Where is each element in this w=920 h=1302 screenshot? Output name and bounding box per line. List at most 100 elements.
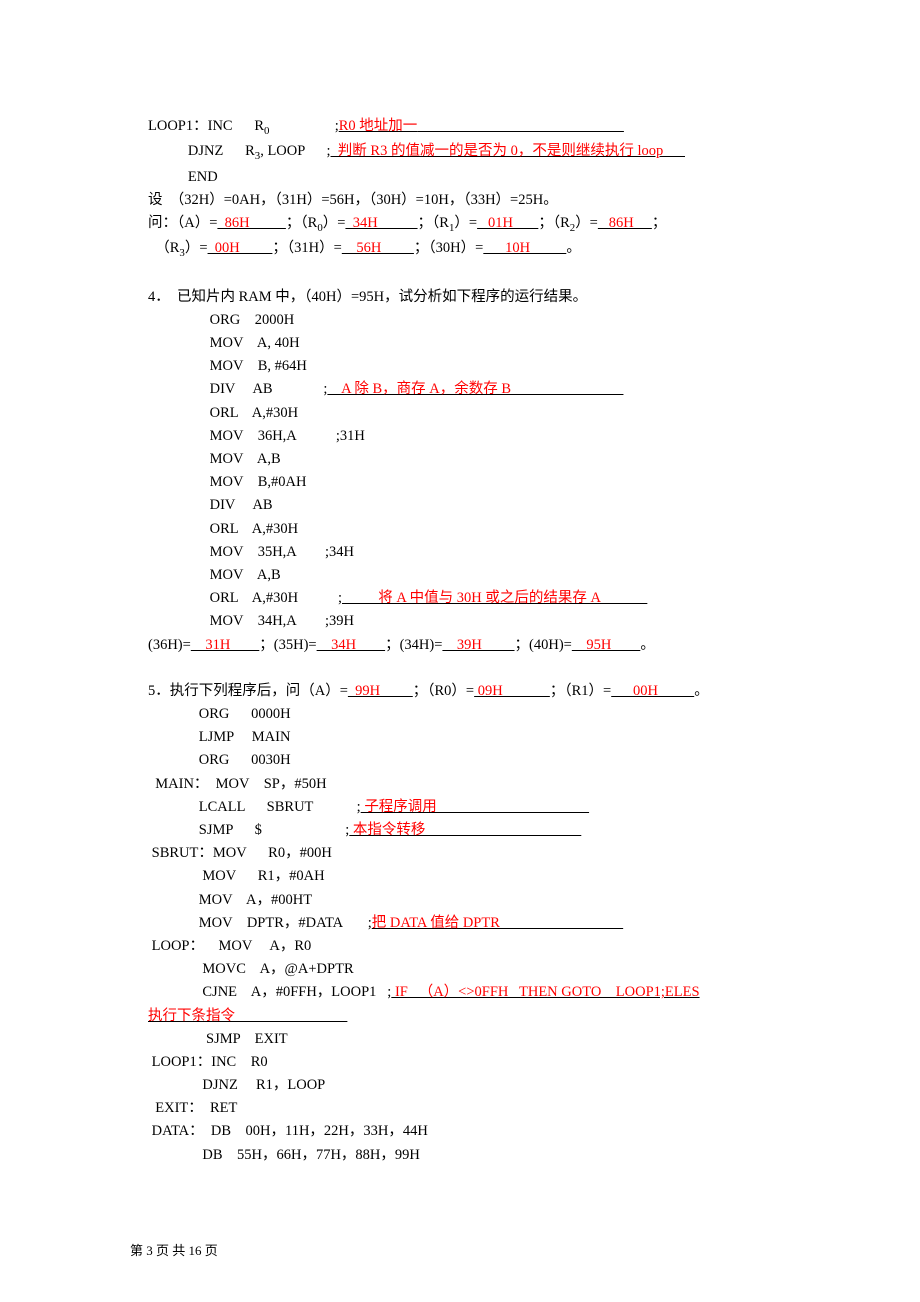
answer-text: 执行下条指令	[148, 1008, 347, 1024]
code-line: EXIT： RET	[148, 1097, 790, 1120]
code-line: MOVC A，@A+DPTR	[148, 958, 790, 981]
text: 。	[566, 240, 581, 256]
text	[148, 497, 210, 513]
answer-text: 99H	[348, 683, 413, 699]
question-line: （R3）= 00H ；（31H）= 56H ；（30H）= 10H 。	[148, 237, 790, 262]
text: , LOOP ;	[260, 143, 330, 159]
text: MOV A,B	[210, 567, 281, 583]
text	[148, 474, 210, 490]
code-line: MAIN： MOV SP，#50H	[148, 773, 790, 796]
code-line: ORL A,#30H ; 将 A 中值与 30H 或之后的结果存 A	[148, 587, 790, 610]
text: ；（R	[538, 215, 569, 231]
text: MOV DPTR，#DATA ;	[148, 915, 372, 931]
code-line: ORL A,#30H	[148, 518, 790, 541]
answer-text: 将 A 中值与 30H 或之后的结果存 A	[342, 590, 647, 606]
code-line: DB 55H，66H，77H，88H，99H	[148, 1144, 790, 1167]
text: ；（31H）=	[272, 240, 341, 256]
text: ；（R1）=	[550, 683, 611, 699]
text: ；	[652, 215, 667, 231]
answer-text: 本指令转移	[349, 822, 581, 838]
text: ；(34H)=	[385, 637, 442, 653]
code-line: LJMP MAIN	[148, 726, 790, 749]
code-line: ORG 2000H	[148, 309, 790, 332]
code-line: LOOP1：INC R0 ;R0 地址加一	[148, 115, 790, 140]
code-line: MOV 36H,A ;31H	[148, 425, 790, 448]
answer-text: 95H	[572, 637, 640, 653]
text	[148, 312, 210, 328]
text: MOV 36H,A ;31H	[210, 428, 365, 444]
code-line: MOV A, 40H	[148, 332, 790, 355]
code-line: MOV A,B	[148, 564, 790, 587]
text: ;	[269, 118, 338, 134]
spacer	[148, 657, 790, 680]
question-title: 5．执行下列程序后，问（A）= 99H ；（R0）= 09H ；（R1）= 00…	[148, 680, 790, 703]
code-line: CJNE A，#0FFH，LOOP1 ; IF （A）<>0FFH THEN G…	[148, 981, 790, 1004]
text	[148, 544, 210, 560]
answer-text: A 除 B，商存 A，余数存 B	[327, 381, 623, 397]
text: MOV 34H,A ;39H	[210, 613, 354, 629]
text: DIV AB	[210, 497, 273, 513]
text	[148, 381, 210, 397]
code-line: DIV AB ; A 除 B，商存 A，余数存 B	[148, 378, 790, 401]
text: MOV 35H,A ;34H	[210, 544, 354, 560]
code-line: ORG 0000H	[148, 703, 790, 726]
answer-text: 把 DATA 值给 DPTR	[372, 915, 623, 931]
text: ；（R	[286, 215, 317, 231]
answer-text: 子程序调用	[361, 799, 589, 815]
code-line: DATA： DB 00H，11H，22H，33H，44H	[148, 1120, 790, 1143]
text: ；（R0）=	[413, 683, 474, 699]
code-line: 执行下条指令	[148, 1005, 790, 1028]
text: ）=	[454, 215, 477, 231]
text	[148, 613, 210, 629]
answer-text: 31H	[191, 637, 259, 653]
text: CJNE A，#0FFH，LOOP1 ;	[148, 984, 391, 1000]
text: MOV A, 40H	[210, 335, 300, 351]
question-title: 4． 已知片内 RAM 中，（40H）=95H，试分析如下程序的运行结果。	[148, 286, 790, 309]
text: DJNZ R	[148, 143, 255, 159]
text: 问：（A）=	[148, 215, 217, 231]
code-line: END	[148, 166, 790, 189]
text: 。	[694, 683, 709, 699]
text	[148, 567, 210, 583]
code-line: DIV AB	[148, 494, 790, 517]
text: MOV A,B	[210, 451, 281, 467]
text: ORL A,#30H	[210, 405, 298, 421]
code-line: MOV B, #64H	[148, 355, 790, 378]
code-line: LOOP1：INC R0	[148, 1051, 790, 1074]
text: ）=	[323, 215, 346, 231]
code-line: ORL A,#30H	[148, 402, 790, 425]
text: MOV B,#0AH	[210, 474, 307, 490]
text: ；(40H)=	[515, 637, 572, 653]
code-line: MOV 35H,A ;34H	[148, 541, 790, 564]
code-line: SJMP EXIT	[148, 1028, 790, 1051]
code-line: SBRUT：MOV R0，#00H	[148, 842, 790, 865]
answer-text: R0 地址加一	[339, 118, 418, 134]
text	[148, 405, 210, 421]
answer-text: 56H	[342, 240, 414, 256]
answer-text: 39H	[442, 637, 514, 653]
text: 5．执行下列程序后，问（A）=	[148, 683, 348, 699]
code-line: MOV R1，#0AH	[148, 865, 790, 888]
text	[148, 521, 210, 537]
text: LOOP1：INC R	[148, 118, 264, 134]
answer-text: 34H	[317, 637, 385, 653]
blank-underline	[417, 118, 624, 134]
page-footer: 第 3 页 共 16 页	[130, 1241, 218, 1262]
code-line: MOV DPTR，#DATA ;把 DATA 值给 DPTR	[148, 912, 790, 935]
answer-text: 34H	[345, 215, 417, 231]
code-line: ORG 0030H	[148, 749, 790, 772]
text: ；（30H）=	[414, 240, 483, 256]
text: SJMP $ ;	[148, 822, 349, 838]
answer-text: 10H	[483, 240, 566, 256]
code-line: MOV 34H,A ;39H	[148, 610, 790, 633]
code-line: LCALL SBRUT ; 子程序调用	[148, 796, 790, 819]
text	[148, 428, 210, 444]
text: ORL A,#30H	[210, 521, 298, 537]
text: ORG 2000H	[210, 312, 295, 328]
text: ；(35H)=	[259, 637, 316, 653]
answer-text: 86H	[598, 215, 652, 231]
answer-text: IF （A）<>0FFH THEN GOTO LOOP1;ELES	[391, 984, 699, 1000]
text: 。	[640, 637, 655, 653]
code-line: MOV A,B	[148, 448, 790, 471]
code-line: DJNZ R1，LOOP	[148, 1074, 790, 1097]
